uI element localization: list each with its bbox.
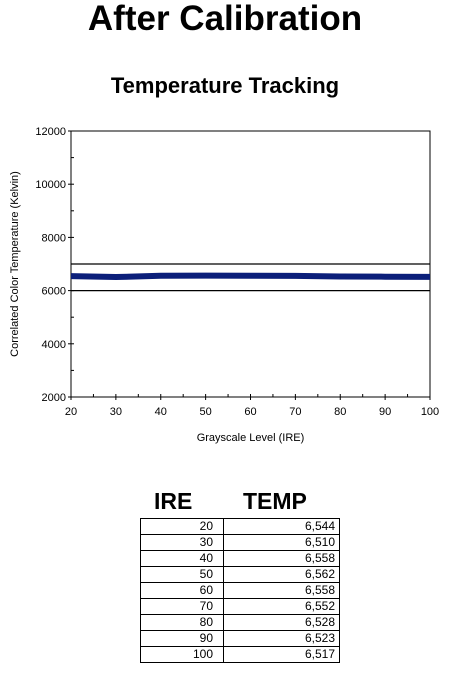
y-tick-label: 8000: [42, 232, 66, 244]
x-tick-label: 80: [334, 406, 346, 418]
x-axis-title: Grayscale Level (IRE): [197, 432, 305, 444]
y-tick-label: 4000: [42, 339, 66, 351]
column-header-temp: TEMP: [243, 488, 307, 514]
ire-cell: 70: [140, 598, 224, 615]
temp-cell: 6,523: [223, 630, 340, 647]
temperature-tracking-chart: 2000 4000 6000 8000 10000 12000 20 30 40 50 60 70 80…: [9, 126, 439, 444]
ire-cell: 50: [140, 566, 224, 583]
x-tick-label: 20: [65, 406, 77, 418]
temp-cell: 6,544: [223, 518, 340, 535]
temperature-series-line: [70, 272, 431, 281]
chart-title: Temperature Tracking: [110, 73, 340, 98]
temp-cell: 6,558: [223, 550, 340, 567]
x-tick-label: 90: [379, 406, 391, 418]
ire-cell: 100: [140, 646, 224, 663]
table-row: 50 6,562: [140, 566, 340, 583]
temp-cell: 6,562: [223, 566, 340, 583]
x-tick-label: 50: [200, 406, 212, 418]
y-tick-label: 6000: [42, 286, 66, 298]
ire-cell: 80: [140, 614, 224, 631]
page-title: After Calibration: [87, 0, 363, 38]
x-tick-label: 70: [289, 406, 301, 418]
y-tick-label: 2000: [42, 392, 66, 404]
ire-cell: 40: [140, 550, 224, 567]
temp-cell: 6,510: [223, 534, 340, 551]
temperature-table: IRE TEMP 20 6,544 30 6,510 40 6,558 50 6,562 60 6…: [140, 488, 340, 663]
table-row: 70 6,552: [140, 598, 340, 615]
column-header-ire: IRE: [154, 488, 193, 514]
table-row: 30 6,510: [140, 534, 340, 551]
y-tick-label: 12000: [35, 126, 66, 138]
temp-cell: 6,517: [223, 646, 340, 663]
ire-cell: 90: [140, 630, 224, 647]
y-tick-label: 10000: [35, 179, 66, 191]
ire-cell: 20: [140, 518, 224, 535]
table-row: 20 6,544: [140, 518, 340, 535]
x-tick-label: 100: [421, 406, 439, 418]
ire-cell: 60: [140, 582, 224, 599]
table-row: 40 6,558: [140, 550, 340, 567]
table-row: 90 6,523: [140, 630, 340, 647]
x-tick-label: 40: [155, 406, 167, 418]
data-table: 20 6,544 30 6,510 40 6,558 50 6,562 60 6,558 70 6,5…: [140, 518, 340, 663]
table-row: 80 6,528: [140, 614, 340, 631]
temp-cell: 6,528: [223, 614, 340, 631]
x-tick-label: 60: [244, 406, 256, 418]
temp-cell: 6,552: [223, 598, 340, 615]
temp-cell: 6,558: [223, 582, 340, 599]
table-header: IRE TEMP: [140, 488, 340, 518]
y-axis-title: Correlated Color Temperature (Kelvin): [9, 171, 21, 357]
x-tick-label: 30: [110, 406, 122, 418]
table-row: 60 6,558: [140, 582, 340, 599]
table-row: 100 6,517: [140, 646, 340, 663]
ire-cell: 30: [140, 534, 224, 551]
